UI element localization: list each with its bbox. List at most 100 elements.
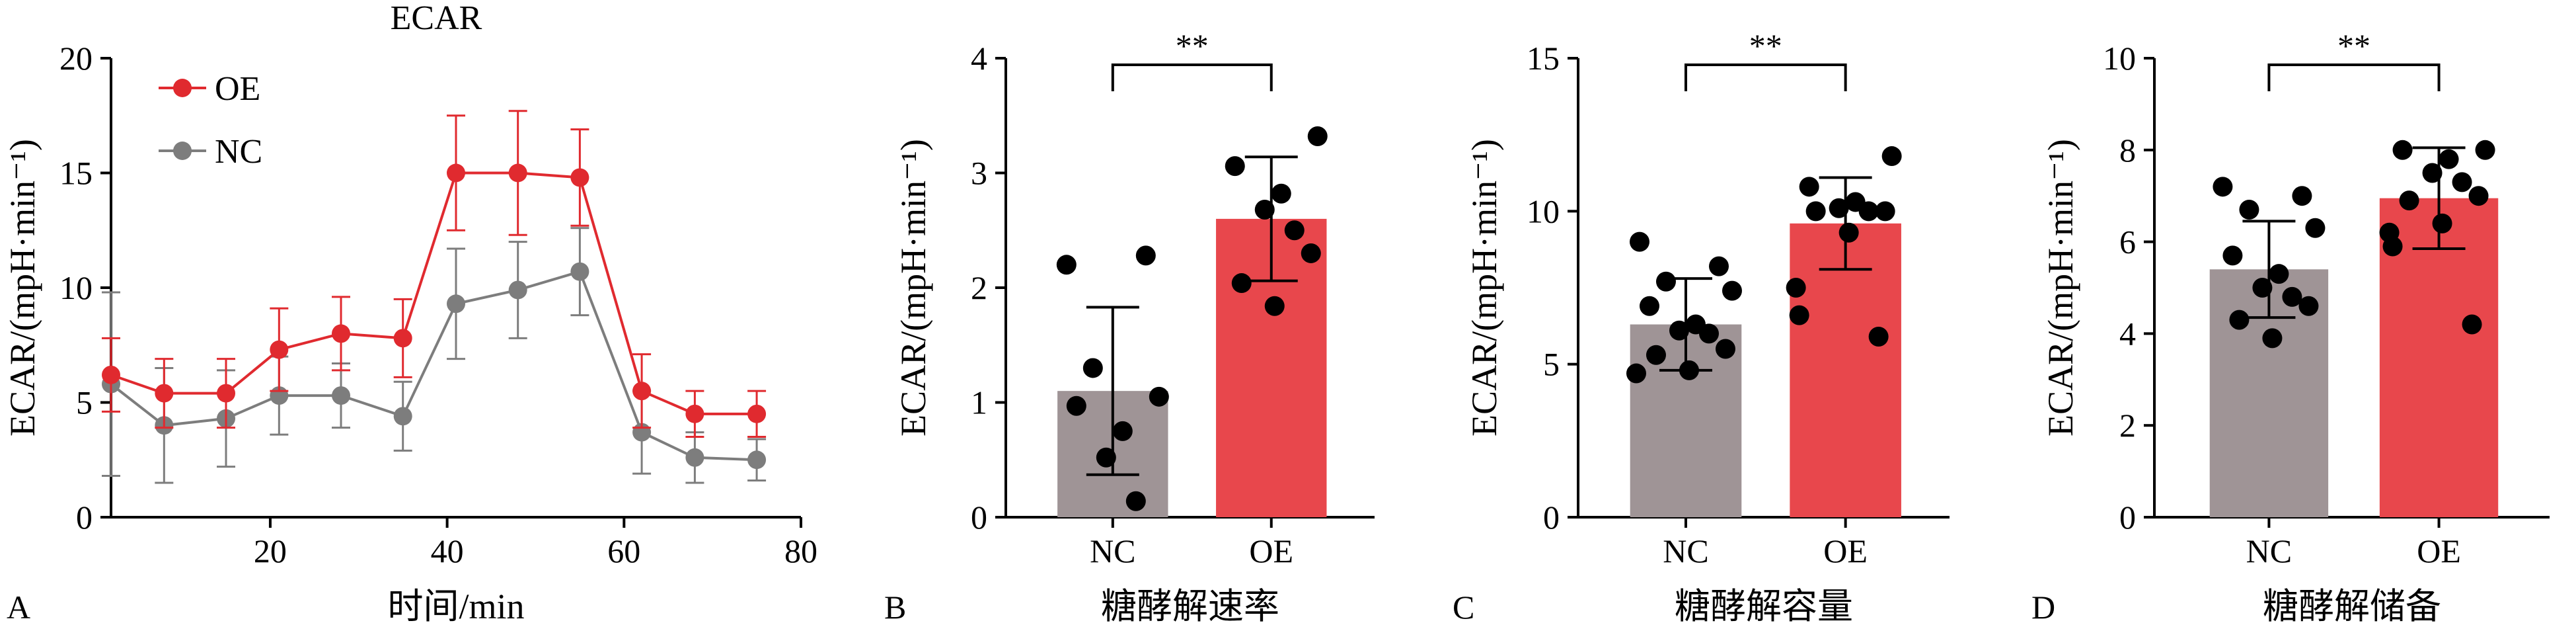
data-point <box>2222 245 2243 266</box>
data-point <box>1264 296 1285 316</box>
data-point <box>2392 140 2413 160</box>
significance-bracket <box>1111 63 1273 91</box>
y-axis-label: ECAR/(mpH·min⁻¹) <box>1464 139 1504 437</box>
data-point <box>1875 201 1895 222</box>
y-tick-label: 4 <box>971 40 987 77</box>
data-point <box>2305 218 2326 238</box>
y-tick-label: 10 <box>2103 40 2136 77</box>
y-tick-label: 20 <box>59 40 93 77</box>
y-tick-label: 10 <box>1527 192 1560 229</box>
series-nc <box>102 227 767 484</box>
x-axis-label: 糖酵解容量 <box>1675 587 1853 625</box>
data-point <box>217 384 235 403</box>
panel-label: C <box>1453 589 1474 625</box>
chart-title: ECAR <box>391 0 482 37</box>
x-tick-label: NC <box>1663 532 1708 569</box>
bar-oe <box>1790 223 1901 517</box>
y-tick-label: 0 <box>1543 499 1560 536</box>
x-tick-label: 20 <box>254 532 287 569</box>
data-point <box>2213 177 2233 197</box>
y-tick-label: 4 <box>2119 315 2136 352</box>
series-line <box>110 270 757 462</box>
data-point <box>1679 360 1699 380</box>
y-tick-label: 0 <box>2119 499 2136 536</box>
data-point <box>2252 278 2273 298</box>
data-point <box>2439 149 2459 169</box>
y-tick-label: 15 <box>59 155 93 192</box>
x-axis-label: 糖酵解速率 <box>1101 587 1279 625</box>
data-point <box>570 262 589 281</box>
x-axis-label: 时间/min <box>387 587 524 625</box>
data-point <box>1786 278 1806 298</box>
data-point <box>155 384 174 403</box>
data-point <box>1881 146 1902 167</box>
y-tick-label: 5 <box>76 384 93 421</box>
data-point <box>2382 236 2403 257</box>
data-point <box>1789 305 1809 325</box>
y-tick-label: 3 <box>971 155 987 192</box>
y-tick-label: 2 <box>2119 407 2136 444</box>
data-point <box>632 382 652 401</box>
significance-label: ** <box>2337 27 2370 64</box>
data-point <box>1096 447 1116 468</box>
y-tick-label: 15 <box>1527 40 1560 77</box>
data-point <box>102 365 120 384</box>
chart-panel-b: 0 1 2 3 4 ECAR/(mpH·min⁻¹) B NC OE ** 糖酵解速率 <box>884 27 1375 625</box>
data-point <box>1082 358 1103 378</box>
y-tick-label: 1 <box>971 384 987 421</box>
legend: OE NC <box>159 70 262 171</box>
data-point <box>1838 222 1859 243</box>
x-tick-label: 40 <box>431 532 464 569</box>
y-axis-label: ECAR/(mpH·min⁻¹) <box>2041 139 2080 437</box>
data-point <box>1655 271 1676 292</box>
data-point <box>393 329 412 348</box>
data-point <box>2298 296 2319 316</box>
x-tick-label: OE <box>1823 532 1868 569</box>
data-point <box>1125 491 1146 511</box>
data-point <box>270 340 289 359</box>
x-tick-label: OE <box>2417 532 2461 569</box>
x-tick-label: 60 <box>607 532 640 569</box>
data-point <box>447 163 465 183</box>
data-point <box>1225 156 1245 177</box>
data-point <box>2262 328 2283 349</box>
data-point <box>508 280 527 300</box>
significance-bracket <box>2267 63 2441 91</box>
data-point <box>1722 280 1742 301</box>
data-point <box>570 168 589 187</box>
panel-label: D <box>2031 589 2055 625</box>
data-point <box>1868 327 1889 347</box>
data-point <box>2229 310 2250 330</box>
y-tick-label: 8 <box>2119 132 2136 169</box>
data-point <box>747 404 767 423</box>
x-tick-label: NC <box>1090 532 1135 569</box>
significance-label: ** <box>1176 27 1209 64</box>
data-point <box>2399 190 2419 211</box>
data-point <box>447 294 465 313</box>
y-axis-label: ECAR/(mpH·min⁻¹) <box>3 139 42 437</box>
y-axis-label: ECAR/(mpH·min⁻¹) <box>893 139 933 437</box>
data-point <box>1805 201 1826 222</box>
data-point <box>2269 264 2289 284</box>
data-point <box>1149 386 1169 407</box>
data-point <box>1626 363 1646 384</box>
data-point <box>2468 186 2489 206</box>
x-tick-label: NC <box>2246 532 2292 569</box>
y-tick-label: 0 <box>76 499 93 536</box>
legend-label: OE <box>215 70 260 108</box>
y-tick-label: 0 <box>971 499 987 536</box>
data-point <box>2292 186 2312 206</box>
data-point <box>1112 421 1133 441</box>
significance-bracket <box>1684 63 1847 91</box>
data-point <box>1284 220 1305 241</box>
data-point <box>1829 198 1849 218</box>
significance-label: ** <box>1749 27 1782 64</box>
y-tick-label: 6 <box>2119 224 2136 261</box>
data-point <box>1715 339 1735 359</box>
data-point <box>393 407 412 426</box>
x-tick-label: OE <box>1249 532 1293 569</box>
legend-marker <box>173 142 192 160</box>
x-axis-label: 糖酵解储备 <box>2263 587 2441 625</box>
chart-panel-d: 0 2 4 6 8 10 ECAR/(mpH·min⁻¹) D NC OE ** 糖酵解储备 <box>2031 27 2550 625</box>
data-point <box>1629 231 1649 252</box>
